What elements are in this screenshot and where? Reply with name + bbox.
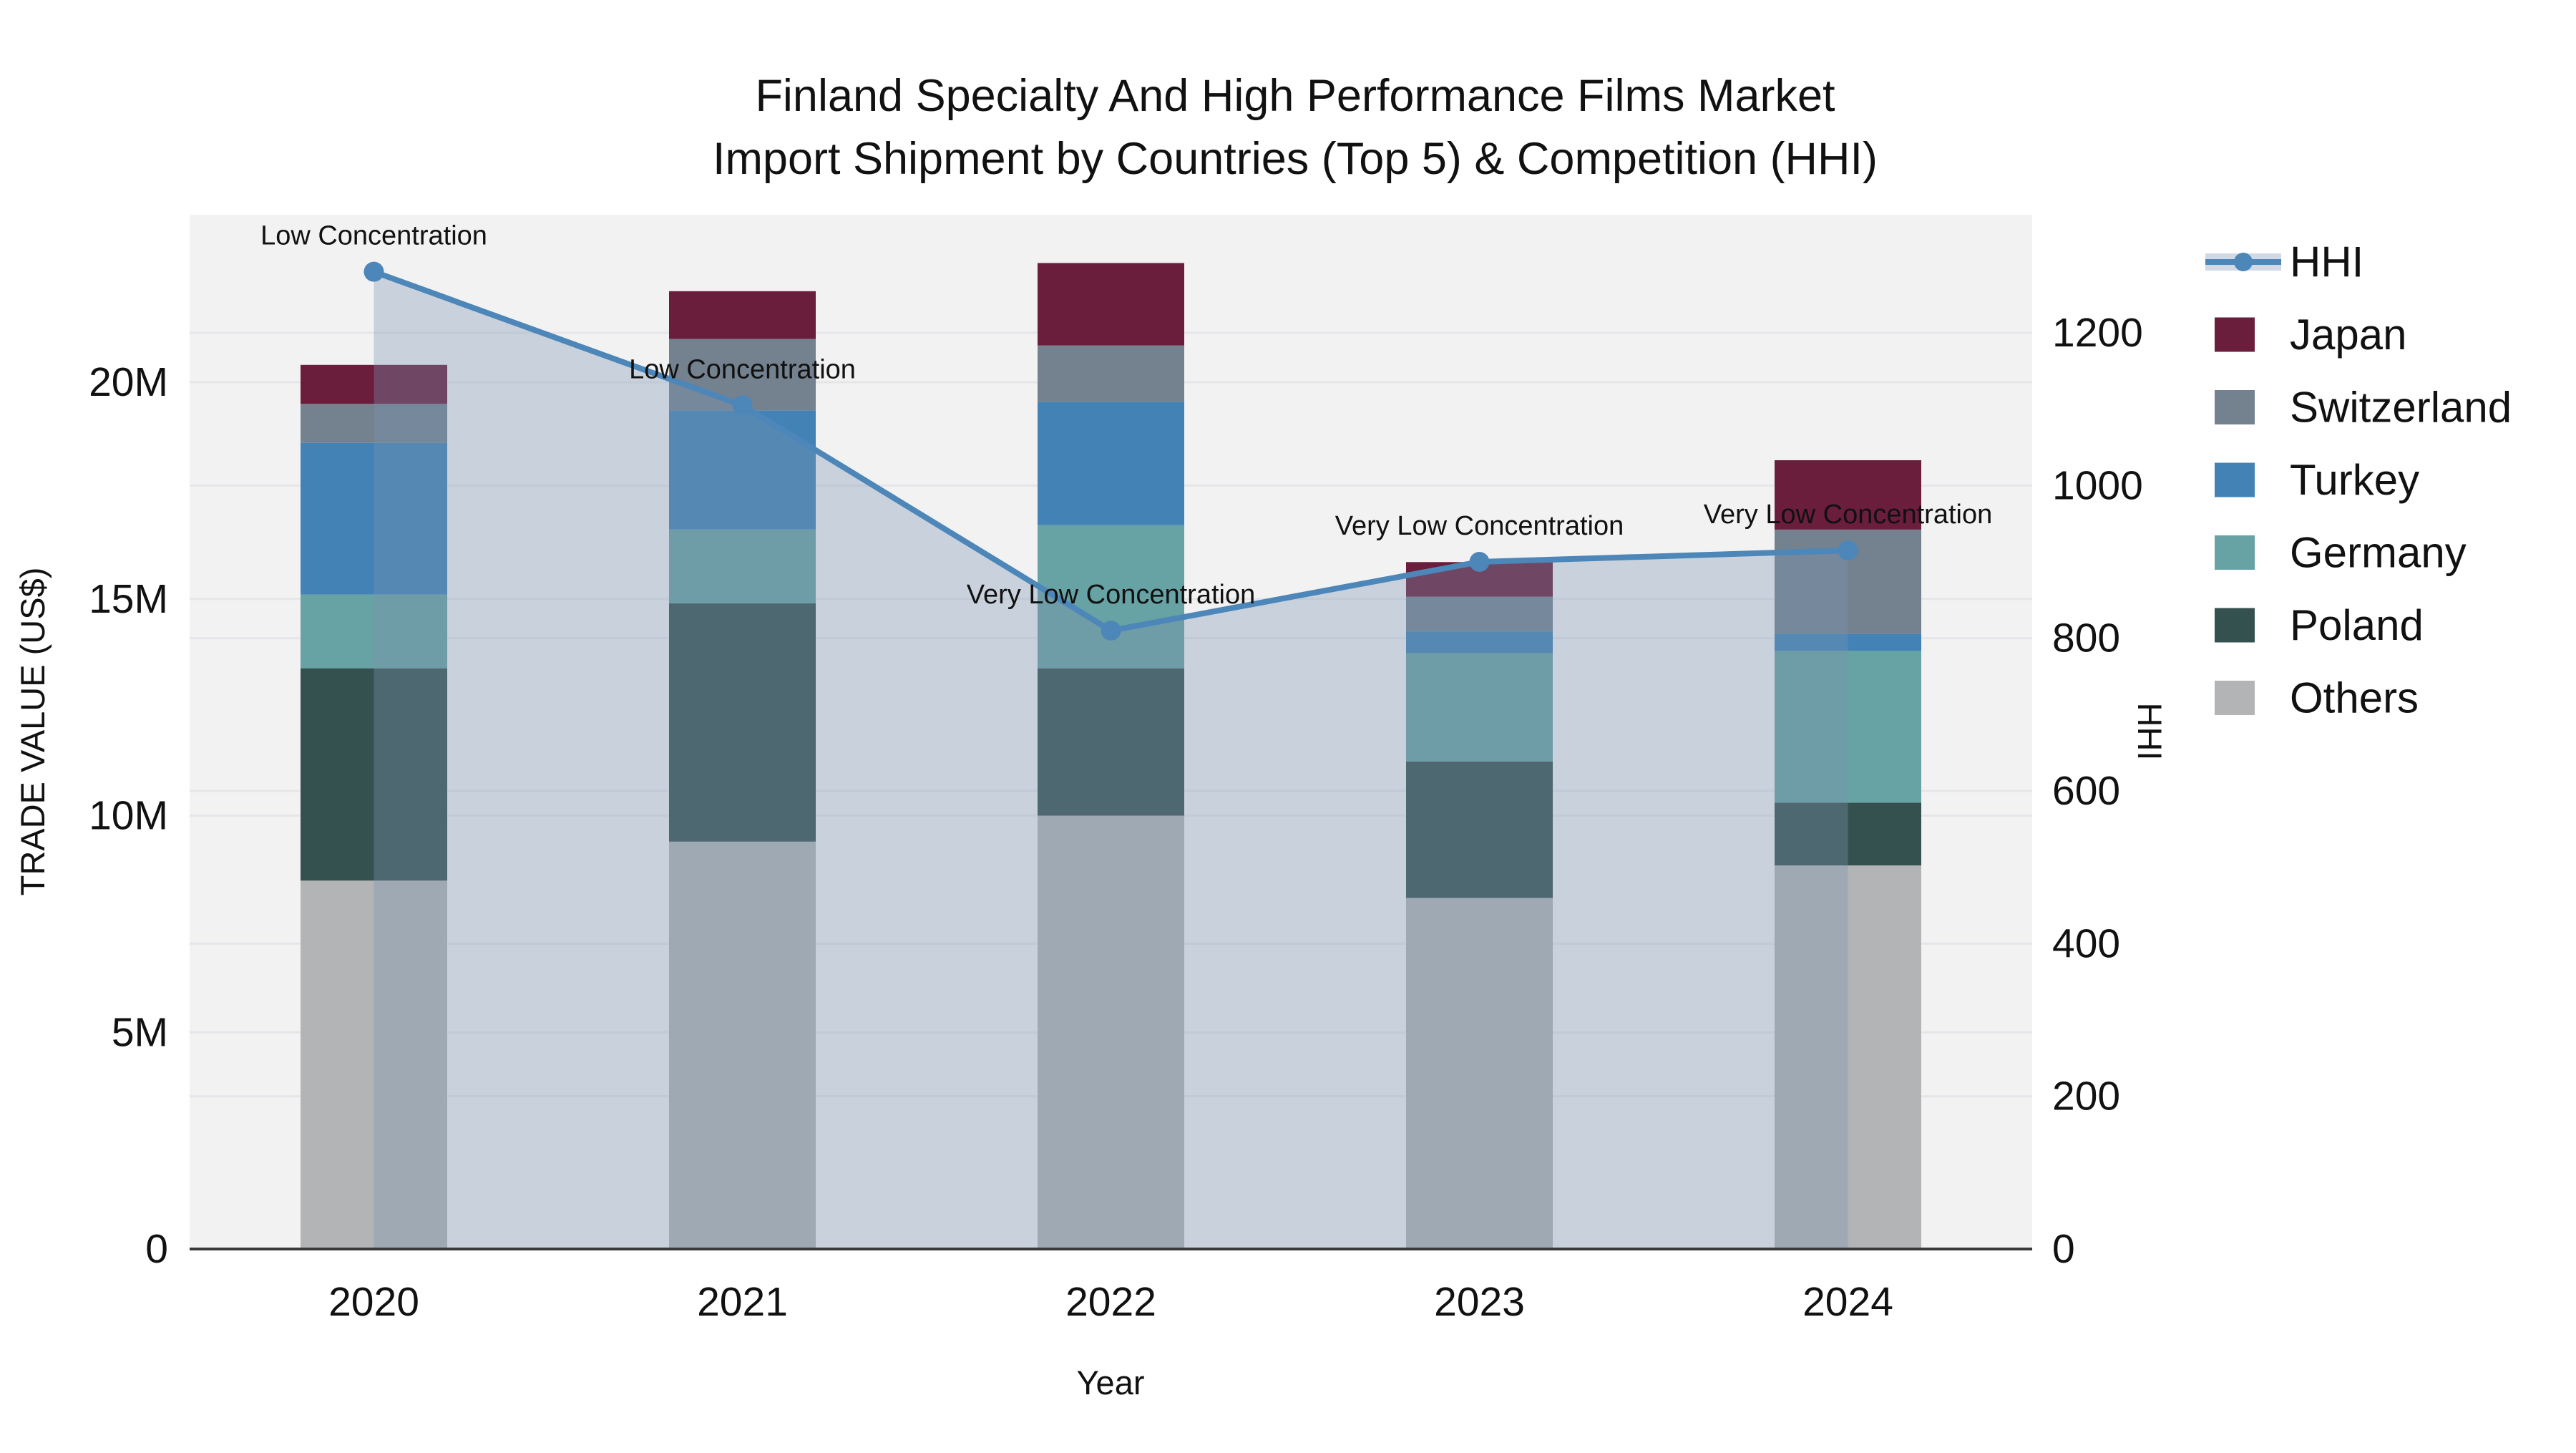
bar-segment-2023-switzerland[interactable]: [1406, 596, 1553, 632]
hhi-annotations: Low Concentration Low Concentration Very L…: [260, 221, 1992, 610]
bar-segment-2024-poland[interactable]: [1775, 802, 1921, 866]
y-right-tick-1200: 1200: [2052, 310, 2143, 356]
y-left-tick-5M: 5M: [112, 1009, 168, 1055]
legend-item-poland[interactable]: Poland: [2215, 601, 2424, 649]
hhi-point-2022[interactable]: [1101, 621, 1121, 641]
hhi-point-2023[interactable]: [1469, 552, 1490, 572]
legend-hhi-marker-icon: [2234, 253, 2253, 271]
bar-segment-2021-poland[interactable]: [669, 603, 816, 842]
x-tick-2023: 2023: [1434, 1279, 1525, 1325]
y-right-tick-1000: 1000: [2052, 462, 2143, 508]
y-right-axis-title: HHI: [2131, 703, 2169, 761]
hhi-point-2020[interactable]: [364, 261, 384, 282]
bar-segment-2021-germany[interactable]: [669, 529, 816, 603]
y-right-tick-400: 400: [2052, 920, 2120, 966]
bar-segment-2022-poland[interactable]: [1038, 668, 1184, 816]
legend-label-germany: Germany: [2290, 529, 2467, 577]
bar-segment-2023-others[interactable]: [1406, 898, 1553, 1249]
y-right-tick-0: 0: [2052, 1226, 2075, 1272]
legend-label-turkey: Turkey: [2290, 456, 2419, 504]
annotation-2024: Very Low Concentration: [1704, 500, 1992, 530]
bar-segment-2020-others[interactable]: [301, 880, 447, 1249]
legend-item-hhi[interactable]: HHI: [2205, 238, 2363, 286]
y-left-tick-15M: 15M: [89, 576, 168, 622]
legend-item-turkey[interactable]: Turkey: [2215, 456, 2419, 504]
bar-segment-2020-switzerland[interactable]: [301, 404, 447, 443]
y-left-axis-title: TRADE VALUE (US$): [14, 568, 52, 896]
legend-swatch-switzerland: [2215, 390, 2255, 424]
bar-segment-2021-others[interactable]: [669, 841, 816, 1249]
bar-segment-2024-turkey[interactable]: [1775, 633, 1921, 651]
bar-segment-2022-turkey[interactable]: [1038, 402, 1184, 525]
legend-label-poland: Poland: [2290, 601, 2424, 649]
chart-title-line1: Finland Specialty And High Performance F…: [755, 71, 1835, 121]
x-tick-labels: 2020 2021 2022 2023 2024: [328, 1279, 1893, 1325]
x-tick-2024: 2024: [1802, 1279, 1893, 1325]
legend-swatch-others: [2215, 681, 2255, 715]
bar-segment-2023-germany[interactable]: [1406, 653, 1553, 762]
y-left-tick-0: 0: [145, 1226, 168, 1272]
hhi-area-fill: [374, 271, 1848, 1250]
bar-segment-2022-others[interactable]: [1038, 815, 1184, 1250]
bar-segment-2024-japan[interactable]: [1775, 460, 1921, 530]
hhi-point-2021[interactable]: [732, 395, 753, 416]
legend-item-japan[interactable]: Japan: [2215, 311, 2406, 359]
bar-segment-2024-germany[interactable]: [1775, 651, 1921, 803]
hhi-markers: [364, 261, 1858, 641]
bar-segment-2021-turkey[interactable]: [669, 410, 816, 530]
bar-segment-2023-poland[interactable]: [1406, 761, 1553, 898]
bar-segment-2020-germany[interactable]: [301, 594, 447, 669]
legend-label-others: Others: [2290, 674, 2419, 722]
y-right-tick-600: 600: [2052, 768, 2120, 814]
y-right-tick-200: 200: [2052, 1074, 2120, 1119]
annotation-2021: Low Concentration: [629, 354, 856, 384]
bar-segment-2021-japan[interactable]: [669, 291, 816, 339]
legend-item-germany[interactable]: Germany: [2215, 529, 2467, 577]
y-left-tick-10M: 10M: [89, 793, 168, 839]
stacked-bars: [301, 263, 1921, 1249]
legend-swatch-japan: [2215, 317, 2255, 352]
bar-segment-2020-turkey[interactable]: [301, 442, 447, 595]
legend-swatch-poland: [2215, 608, 2255, 643]
legend-swatch-turkey: [2215, 462, 2255, 497]
legend-item-others[interactable]: Others: [2215, 674, 2419, 722]
y-left-tick-labels: 0 5M 10M 15M 20M: [89, 359, 168, 1272]
x-tick-2022: 2022: [1065, 1279, 1156, 1325]
y-right-tick-800: 800: [2052, 616, 2120, 661]
hhi-point-2024[interactable]: [1838, 540, 1858, 560]
bar-segment-2022-germany[interactable]: [1038, 525, 1184, 669]
legend: HHI Japan Switzerland Turkey Germany Poland Ot…: [2205, 238, 2512, 722]
legend-label-hhi: HHI: [2290, 238, 2363, 286]
bar-segment-2024-others[interactable]: [1775, 865, 1921, 1249]
chart-title-line2: Import Shipment by Countries (Top 5) & C…: [713, 134, 1878, 184]
annotation-2022: Very Low Concentration: [967, 580, 1255, 610]
x-tick-2021: 2021: [697, 1279, 788, 1325]
annotation-2023: Very Low Concentration: [1335, 511, 1624, 541]
legend-swatch-germany: [2215, 535, 2255, 570]
bar-segment-2020-japan[interactable]: [301, 364, 447, 404]
bar-segment-2020-poland[interactable]: [301, 668, 447, 881]
bar-segment-2022-japan[interactable]: [1038, 263, 1184, 346]
bar-segment-2022-switzerland[interactable]: [1038, 345, 1184, 402]
legend-label-japan: Japan: [2290, 311, 2406, 359]
annotation-2020: Low Concentration: [260, 221, 487, 251]
x-axis-title: Year: [1077, 1364, 1145, 1401]
x-tick-2020: 2020: [328, 1279, 419, 1325]
legend-item-switzerland[interactable]: Switzerland: [2215, 384, 2512, 432]
y-right-tick-labels: 0 200 400 600 800 1000 1200: [2052, 310, 2143, 1272]
y-left-tick-20M: 20M: [89, 359, 168, 405]
bar-segment-2023-turkey[interactable]: [1406, 631, 1553, 653]
legend-label-switzerland: Switzerland: [2290, 384, 2512, 432]
